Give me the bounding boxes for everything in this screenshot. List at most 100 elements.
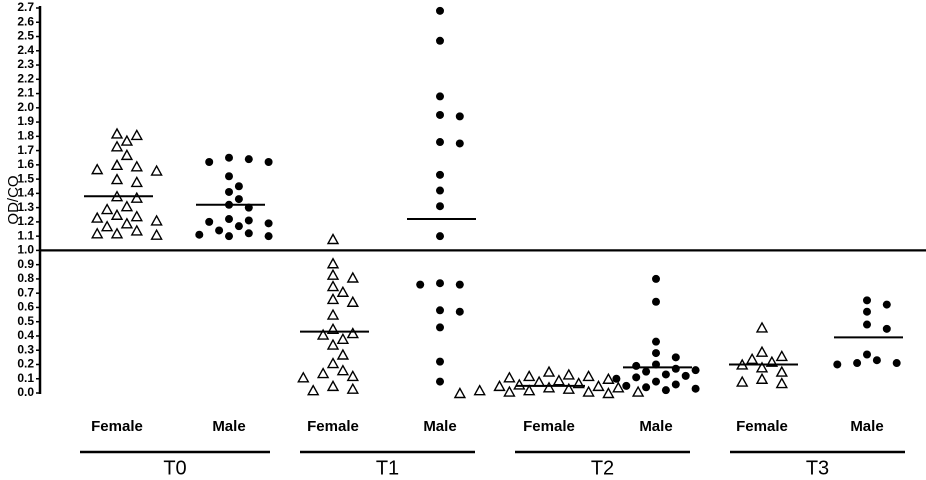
data-point (652, 337, 660, 346)
data-point (91, 211, 104, 223)
data-point (130, 160, 143, 172)
data-point (100, 220, 114, 232)
y-tick-label: 0.1 (17, 371, 34, 385)
data-point (307, 384, 320, 396)
data-point (755, 345, 769, 357)
data-point (523, 384, 536, 396)
data-point (110, 127, 124, 139)
data-point (326, 379, 340, 392)
data-point (562, 382, 575, 394)
data-point (755, 361, 769, 373)
data-point (736, 375, 749, 387)
data-point (150, 164, 163, 176)
data-point (234, 222, 243, 231)
data-point (346, 295, 359, 307)
data-point (326, 268, 340, 280)
data-point (346, 327, 359, 339)
data-point (244, 216, 253, 225)
group-label: T3 (806, 457, 829, 479)
y-tick-label: 2.2 (17, 71, 34, 85)
y-tick-label: 0.5 (17, 314, 34, 328)
data-point (336, 332, 350, 345)
data-point (523, 369, 536, 382)
data-point (632, 373, 641, 382)
data-point (436, 6, 444, 15)
data-point (130, 176, 143, 188)
data-point (225, 153, 233, 162)
data-point (336, 364, 350, 376)
x-category-label: Male (850, 418, 883, 435)
data-point (436, 279, 444, 288)
x-category-label: Female (736, 418, 788, 435)
data-point (671, 380, 680, 389)
data-point (532, 375, 546, 387)
data-point (562, 368, 575, 380)
data-point (863, 307, 871, 316)
x-category-label: Male (212, 418, 245, 435)
data-point (120, 217, 134, 229)
data-point (150, 214, 163, 226)
data-point (436, 357, 444, 366)
data-point (264, 219, 273, 228)
data-point (863, 320, 871, 329)
data-point (436, 36, 444, 45)
data-point (110, 227, 124, 239)
data-point (513, 378, 526, 390)
y-tick-label: 1.8 (17, 129, 34, 143)
data-point (602, 372, 615, 384)
data-point (326, 338, 340, 350)
data-point (130, 224, 143, 236)
data-point (582, 369, 595, 382)
data-point (503, 385, 516, 397)
data-point (326, 357, 340, 369)
group-label: T1 (376, 457, 399, 479)
data-point (632, 361, 641, 370)
y-tick-label: 1.0 (17, 243, 34, 257)
data-point (661, 370, 670, 379)
data-point (100, 203, 114, 215)
data-point (652, 349, 660, 358)
data-point (225, 232, 233, 241)
y-tick-label: 2.7 (17, 0, 34, 14)
data-point (882, 324, 891, 333)
data-point (326, 308, 340, 320)
x-category-label: Male (423, 418, 456, 435)
data-point (110, 158, 124, 171)
y-tick-label: 0.3 (17, 342, 34, 356)
data-point (297, 371, 310, 383)
y-tick-label: 1.6 (17, 157, 34, 171)
data-point (455, 307, 464, 316)
data-point (602, 387, 615, 399)
data-point (110, 173, 124, 185)
data-point (195, 230, 204, 239)
data-point (234, 182, 243, 191)
data-point (326, 280, 340, 292)
x-category-label: Female (523, 418, 575, 435)
data-point (833, 360, 842, 369)
data-point (326, 292, 340, 305)
data-point (130, 191, 143, 203)
data-point (91, 163, 104, 175)
data-point (775, 377, 788, 389)
data-point (436, 138, 444, 147)
data-point (755, 321, 769, 333)
data-point (225, 172, 233, 181)
data-point (234, 195, 243, 204)
data-point (853, 359, 862, 368)
data-point (436, 92, 444, 101)
data-point (473, 384, 486, 396)
data-point (542, 381, 556, 393)
data-point (436, 377, 444, 386)
data-point (755, 372, 769, 384)
data-point (436, 202, 444, 211)
data-point (346, 369, 359, 382)
data-point (110, 208, 124, 220)
data-point (661, 386, 670, 395)
data-point (612, 374, 621, 383)
data-point (612, 381, 625, 393)
y-tick-label: 1.1 (17, 228, 34, 242)
data-point (316, 328, 330, 340)
data-point (503, 371, 516, 383)
data-point (244, 155, 253, 164)
group-label: T2 (591, 457, 614, 479)
